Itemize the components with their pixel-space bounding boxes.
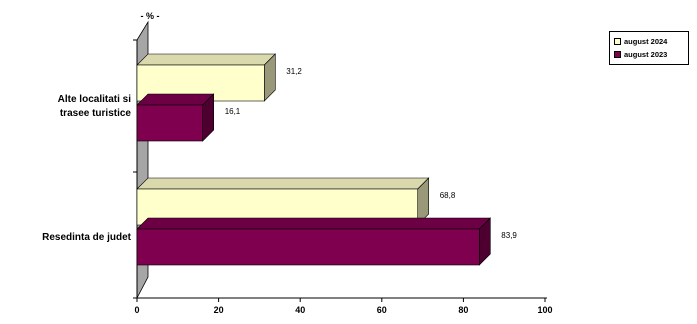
category-label-0-line-1: trasee turistice [60, 108, 132, 119]
bar-value-label-1-0: 68,8 [440, 191, 456, 200]
bar-top-0-0 [136, 53, 277, 66]
bar-value-label-0-0: 31,2 [286, 67, 302, 76]
bar-value-label-0-1: 16,1 [225, 107, 241, 116]
bar-value-label-1-1: 83,9 [501, 231, 517, 240]
legend-item-1: august 2023 [614, 48, 684, 61]
legend-label-1: august 2023 [624, 50, 668, 59]
x-tick-label-0: 0 [134, 305, 139, 315]
x-tick-label-5: 100 [537, 305, 552, 315]
bar-top-1-1 [136, 217, 492, 230]
x-tick-label-4: 80 [458, 305, 468, 315]
x-tick-label-3: 60 [377, 305, 387, 315]
unit-label: - % - [141, 11, 160, 21]
category-label-0: Alte localitati si trasee turistice [58, 94, 132, 119]
legend-swatch-1 [614, 51, 621, 58]
legend-item-0: august 2024 [614, 35, 684, 48]
x-tick-label-2: 40 [295, 305, 305, 315]
legend: august 2024 august 2023 [609, 31, 689, 65]
category-label-0-line-0: Alte localitati si [58, 94, 132, 105]
legend-swatch-0 [614, 38, 621, 45]
category-label-1-line-0: Resedinta de judet [42, 232, 132, 243]
bar-0-1 [136, 104, 203, 142]
bar-1-1 [136, 228, 480, 266]
bar-top-1-0 [136, 177, 430, 190]
category-label-1: Resedinta de judet [42, 232, 132, 243]
bar-top-0-1 [136, 93, 215, 106]
x-tick-label-1: 20 [214, 305, 224, 315]
legend-label-0: august 2024 [624, 37, 668, 46]
